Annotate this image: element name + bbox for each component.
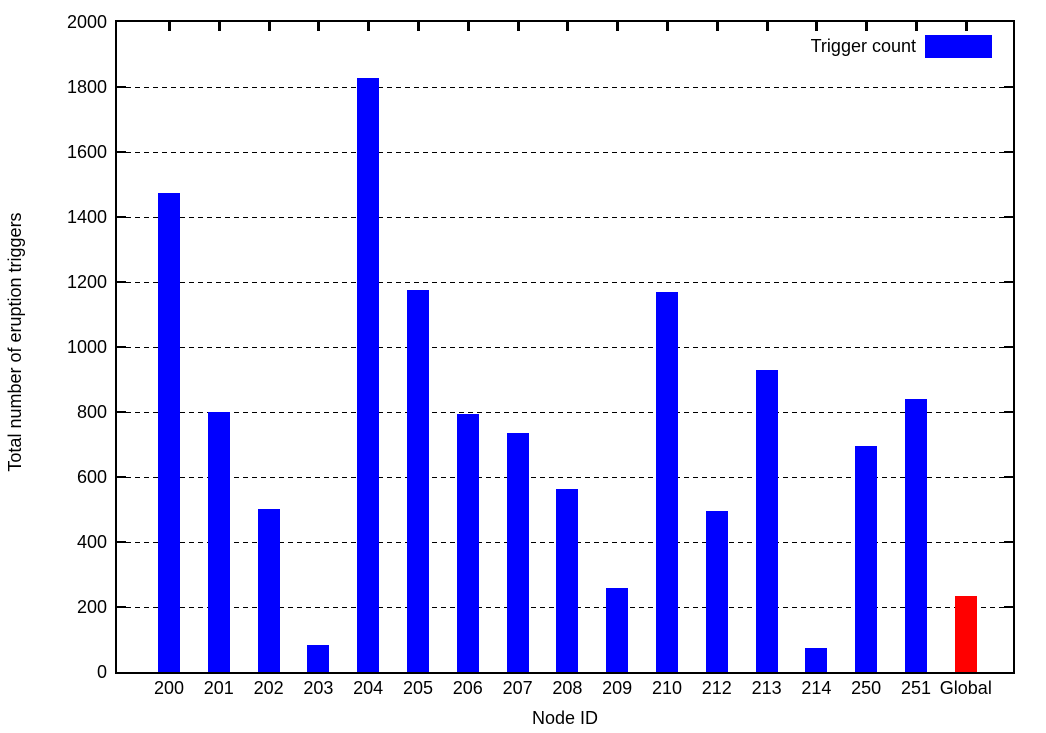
legend-label: Trigger count (810, 36, 916, 56)
y-tick-mark (1004, 411, 1013, 413)
bar-208 (556, 489, 579, 672)
x-tick-label: Global (939, 678, 992, 698)
legend-swatch (925, 35, 992, 58)
bar-209 (606, 588, 629, 672)
x-tick-label: 201 (203, 678, 234, 698)
x-tick-mark (367, 22, 371, 31)
y-tick-label: 1600 (66, 142, 107, 162)
y-tick-mark (117, 281, 126, 283)
y-tick-label: 400 (76, 532, 107, 552)
x-tick-mark (765, 22, 769, 31)
x-tick-mark (964, 22, 968, 31)
plot-area: Trigger count (115, 20, 1015, 674)
y-tick-mark (1004, 86, 1013, 88)
y-gridline (117, 217, 1013, 218)
plot-inner (117, 22, 1013, 672)
x-tick-label: 209 (602, 678, 633, 698)
x-tick-label: 200 (153, 678, 185, 698)
bar-201 (207, 412, 230, 672)
x-tick-label: 214 (801, 678, 832, 698)
y-tick-mark (117, 476, 126, 478)
y-gridline (117, 152, 1013, 153)
x-tick-label: 213 (751, 678, 782, 698)
y-tick-mark (117, 151, 126, 153)
x-tick-label: 205 (402, 678, 434, 698)
x-tick-mark (516, 22, 520, 31)
x-tick-label: 251 (900, 678, 932, 698)
y-tick-label: 1400 (66, 207, 107, 227)
x-tick-mark (915, 22, 918, 31)
y-tick-mark (1004, 281, 1013, 283)
bar-250 (855, 446, 878, 672)
x-tick-mark (666, 22, 669, 31)
y-tick-mark (117, 541, 126, 543)
bar-Global (954, 596, 977, 672)
y-tick-mark (1004, 346, 1013, 348)
y-gridline (117, 347, 1013, 348)
y-tick-mark (117, 606, 126, 608)
x-tick-label: 212 (701, 678, 732, 698)
bar-202 (257, 509, 280, 672)
y-tick-mark (117, 216, 126, 218)
x-tick-label: 208 (552, 678, 583, 698)
bar-207 (506, 433, 529, 672)
x-tick-label: 204 (353, 678, 384, 698)
x-tick-mark (466, 22, 470, 31)
y-tick-label: 2000 (66, 12, 107, 32)
x-tick-label: 202 (253, 678, 284, 698)
x-tick-mark (715, 22, 719, 31)
y-tick-mark (117, 411, 126, 413)
x-axis-title: Node ID (531, 708, 599, 728)
x-tick-mark (217, 22, 221, 31)
y-tick-label: 1000 (66, 337, 107, 357)
y-tick-mark (117, 86, 126, 88)
bar-251 (905, 399, 927, 672)
bar-205 (407, 290, 429, 672)
bar-214 (805, 648, 828, 672)
x-tick-label: 206 (452, 678, 483, 698)
y-tick-label: 800 (76, 402, 107, 422)
x-tick-label: 207 (502, 678, 533, 698)
x-tick-label: 210 (651, 678, 683, 698)
bar-212 (705, 511, 728, 672)
x-tick-mark (417, 22, 420, 31)
y-axis-title: Total number of eruption triggers (5, 212, 25, 472)
x-tick-mark (168, 22, 171, 31)
y-tick-mark (1004, 151, 1013, 153)
bar-210 (656, 292, 678, 672)
y-tick-label: 0 (96, 662, 107, 682)
bar-203 (307, 645, 330, 672)
y-tick-mark (1004, 606, 1013, 608)
y-gridline (117, 412, 1013, 413)
x-tick-mark (815, 22, 819, 31)
y-tick-mark (1004, 541, 1013, 543)
bar-200 (158, 193, 180, 672)
y-tick-mark (117, 346, 126, 348)
y-tick-label: 1200 (66, 272, 107, 292)
y-tick-label: 600 (76, 467, 107, 487)
x-tick-mark (865, 22, 869, 31)
x-tick-label: 203 (303, 678, 334, 698)
y-gridline (117, 282, 1013, 283)
bar-204 (357, 78, 380, 672)
legend: Trigger count (811, 35, 992, 58)
x-tick-mark (317, 22, 321, 31)
x-tick-label: 250 (851, 678, 882, 698)
x-tick-mark (616, 22, 620, 31)
y-tick-mark (1004, 216, 1013, 218)
y-tick-mark (1004, 476, 1013, 478)
x-tick-mark (267, 22, 271, 31)
bar-206 (456, 414, 479, 672)
y-tick-label: 1800 (66, 77, 107, 97)
y-tick-label: 200 (76, 597, 107, 617)
y-gridline (117, 477, 1013, 478)
y-gridline (117, 87, 1013, 88)
bar-213 (755, 370, 778, 672)
x-tick-mark (566, 22, 570, 31)
